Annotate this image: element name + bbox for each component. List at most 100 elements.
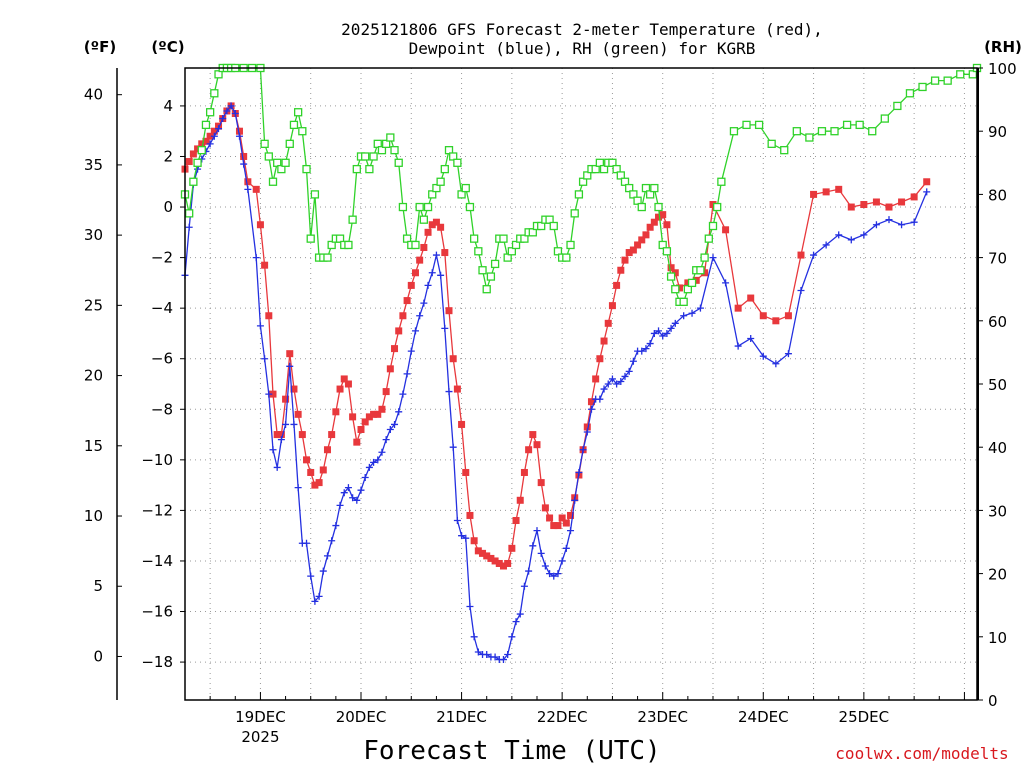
2-meter-temperature-point [499,562,507,570]
dewpoint-point [550,572,558,580]
2-meter-temperature-point [340,375,348,383]
rh-point [289,120,299,130]
rh-point [616,171,625,180]
dewpoint-point [294,484,302,492]
unit-fahrenheit-label: (ºF) [84,38,116,56]
2-meter-temperature-point [441,249,449,257]
2-meter-temperature-point [294,410,302,418]
2-meter-temperature-point [386,365,394,373]
rh-point [662,247,672,256]
2-meter-temperature-point [349,413,357,421]
rh-point [444,146,454,155]
rh-point [637,202,646,212]
rh-tick-label: 30 [988,502,1007,520]
fahrenheit-tick-label: 0 [93,647,103,665]
dewpoint-point [261,355,269,363]
rh-point [599,164,609,174]
dewpoint-point [709,254,717,262]
rh-point [323,253,332,262]
2-meter-temperature-point [772,317,780,325]
celsius-tick-label: −8 [151,400,173,418]
rh-point [415,202,424,212]
rh-point [377,146,387,155]
dewpoint-point [382,436,390,444]
dewpoint-point [424,281,432,289]
dewpoint-point [835,231,843,239]
dewpoint-point [399,390,407,398]
2-meter-temperature-point [391,345,399,353]
dewpoint-point [650,329,658,337]
x-tick-label: 22DEC [537,708,588,726]
rh-point [713,202,722,212]
rh-point [449,152,458,161]
2-meter-temperature-point [189,150,197,158]
rh-point [717,177,726,186]
2-meter-temperature-point [466,511,474,519]
celsius-tick-label: 0 [163,198,173,216]
rh-point [868,127,877,136]
2-meter-temperature-point [554,522,562,530]
rh-tick-label: 80 [988,186,1007,204]
x-tick-label: 25DEC [839,708,890,726]
dewpoint-point [328,537,336,545]
rh-point [469,234,479,243]
dewpoint-point [286,362,294,370]
dewpoint-point [512,618,520,626]
dewpoint-point [395,408,403,416]
2-meter-temperature-point [625,249,633,257]
dewpoint-point [407,347,415,355]
dewpoint-point [303,539,311,547]
rh-point [855,120,864,130]
rh-point [193,158,202,167]
rh-point [696,266,705,275]
rh-tick-label: 70 [988,250,1007,268]
rh-tick-label: 100 [988,60,1017,78]
rh-point [893,101,902,111]
celsius-tick-label: −12 [141,501,173,519]
dewpoint-point [470,633,478,641]
2-meter-temperature-point [403,297,411,305]
2-meter-temperature-point [210,127,218,135]
2-meter-temperature-point [491,557,499,565]
dewpoint-point [231,110,239,118]
series-2-meter-temperature [181,102,931,570]
rh-point [520,234,529,243]
rh-point [629,190,638,199]
dewpoint-point [504,650,512,658]
2-meter-temperature-point [617,266,625,274]
fahrenheit-tick-label: 5 [93,577,103,595]
dewpoint-point [210,132,218,140]
2-meter-temperature-point [416,256,424,264]
dewpoint-point [391,420,399,428]
rh-point [805,133,814,142]
celsius-tick-label: −16 [141,603,173,621]
rh-point [930,76,940,85]
2-meter-temperature-point [537,479,545,487]
2-meter-temperature-point [784,312,792,320]
dewpoint-point [822,241,830,249]
2-meter-temperature-point [307,468,315,476]
dewpoint-point [361,474,369,482]
dewpoint-point [462,534,470,542]
rh-point [583,171,592,180]
fahrenheit-tick-label: 40 [84,86,103,104]
fahrenheit-tick-label: 15 [84,437,103,455]
rh-point [344,240,353,250]
dewpoint-point [680,312,688,320]
rh-point [348,215,357,224]
series-layer [180,63,982,664]
dewpoint-point [583,428,591,436]
2-meter-temperature-point [638,236,646,244]
rh-point [264,152,273,161]
rh-point [381,139,391,148]
rh-point [549,221,558,231]
2-meter-temperature-point [558,514,566,522]
2-meter-temperature-point [860,201,868,209]
2-meter-temperature-point [747,294,755,302]
2-meter-temperature-point [923,178,931,186]
rh-tick-label: 40 [988,439,1007,457]
rh-point [205,108,215,117]
dewpoint-point [403,370,411,378]
2-meter-temperature-point [495,559,503,567]
dewpoint-point [885,216,893,224]
